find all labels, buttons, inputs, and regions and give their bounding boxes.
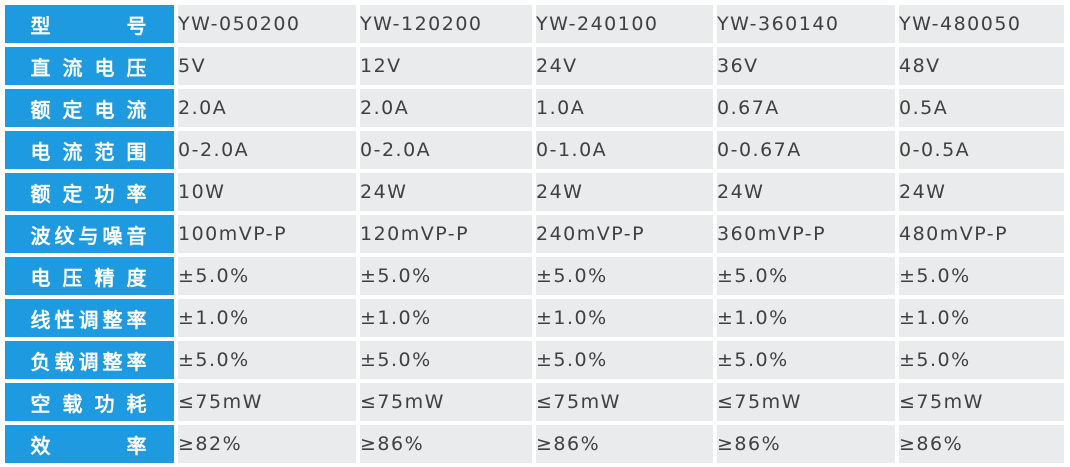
- cell-line-regulation: ±1.0%: [717, 299, 895, 337]
- cell-dc-voltage: 48V: [899, 47, 1064, 85]
- cell-efficiency: ≥86%: [536, 425, 713, 463]
- row-header-rated-power: 额定功率: [5, 173, 174, 211]
- table-row-load-regulation: 负载调整率 ±5.0% ±5.0% ±5.0% ±5.0% ±5.0%: [5, 341, 1064, 379]
- row-header-load-regulation: 负载调整率: [5, 341, 174, 379]
- cell-voltage-accuracy: ±5.0%: [360, 257, 532, 295]
- cell-rated-current: 0.67A: [717, 89, 895, 127]
- cell-line-regulation: ±1.0%: [536, 299, 713, 337]
- cell-load-regulation: ±5.0%: [536, 341, 713, 379]
- table-row-model: 型号 YW-050200 YW-120200 YW-240100 YW-3601…: [5, 5, 1064, 43]
- cell-dc-voltage: 12V: [360, 47, 532, 85]
- table-row-dc-voltage: 直流电压 5V 12V 24V 36V 48V: [5, 47, 1064, 85]
- cell-rated-current: 2.0A: [178, 89, 356, 127]
- cell-current-range: 0-2.0A: [360, 131, 532, 169]
- table-row-voltage-accuracy: 电压精度 ±5.0% ±5.0% ±5.0% ±5.0% ±5.0%: [5, 257, 1064, 295]
- cell-current-range: 0-0.67A: [717, 131, 895, 169]
- cell-rated-current: 2.0A: [360, 89, 532, 127]
- cell-load-regulation: ±5.0%: [899, 341, 1064, 379]
- cell-dc-voltage: 5V: [178, 47, 356, 85]
- cell-dc-voltage: 24V: [536, 47, 713, 85]
- cell-line-regulation: ±1.0%: [178, 299, 356, 337]
- table-row-no-load-power: 空载功耗 ≤75mW ≤75mW ≤75mW ≤75mW ≤75mW: [5, 383, 1064, 421]
- table-row-rated-power: 额定功率 10W 24W 24W 24W 24W: [5, 173, 1064, 211]
- cell-load-regulation: ±5.0%: [178, 341, 356, 379]
- cell-rated-current: 0.5A: [899, 89, 1064, 127]
- cell-no-load-power: ≤75mW: [717, 383, 895, 421]
- cell-rated-power: 24W: [899, 173, 1064, 211]
- cell-line-regulation: ±1.0%: [360, 299, 532, 337]
- cell-model: YW-480050: [899, 5, 1064, 43]
- row-header-efficiency: 效率: [5, 425, 174, 463]
- table-row-current-range: 电流范围 0-2.0A 0-2.0A 0-1.0A 0-0.67A 0-0.5A: [5, 131, 1064, 169]
- row-header-ripple-noise: 波纹与噪音: [5, 215, 174, 253]
- cell-ripple-noise: 120mVP-P: [360, 215, 532, 253]
- cell-no-load-power: ≤75mW: [536, 383, 713, 421]
- row-header-rated-current: 额定电流: [5, 89, 174, 127]
- cell-line-regulation: ±1.0%: [899, 299, 1064, 337]
- row-header-no-load-power: 空载功耗: [5, 383, 174, 421]
- cell-current-range: 0-1.0A: [536, 131, 713, 169]
- cell-no-load-power: ≤75mW: [899, 383, 1064, 421]
- cell-ripple-noise: 360mVP-P: [717, 215, 895, 253]
- cell-no-load-power: ≤75mW: [178, 383, 356, 421]
- table-row-ripple-noise: 波纹与噪音 100mVP-P 120mVP-P 240mVP-P 360mVP-…: [5, 215, 1064, 253]
- row-header-dc-voltage: 直流电压: [5, 47, 174, 85]
- cell-rated-power: 10W: [178, 173, 356, 211]
- row-header-voltage-accuracy: 电压精度: [5, 257, 174, 295]
- cell-ripple-noise: 100mVP-P: [178, 215, 356, 253]
- table-row-rated-current: 额定电流 2.0A 2.0A 1.0A 0.67A 0.5A: [5, 89, 1064, 127]
- cell-efficiency: ≥82%: [178, 425, 356, 463]
- cell-efficiency: ≥86%: [717, 425, 895, 463]
- cell-model: YW-240100: [536, 5, 713, 43]
- cell-voltage-accuracy: ±5.0%: [178, 257, 356, 295]
- cell-voltage-accuracy: ±5.0%: [899, 257, 1064, 295]
- cell-load-regulation: ±5.0%: [360, 341, 532, 379]
- row-header-line-regulation: 线性调整率: [5, 299, 174, 337]
- cell-rated-current: 1.0A: [536, 89, 713, 127]
- cell-ripple-noise: 480mVP-P: [899, 215, 1064, 253]
- cell-model: YW-050200: [178, 5, 356, 43]
- cell-efficiency: ≥86%: [899, 425, 1064, 463]
- row-header-current-range: 电流范围: [5, 131, 174, 169]
- cell-rated-power: 24W: [536, 173, 713, 211]
- cell-current-range: 0-0.5A: [899, 131, 1064, 169]
- cell-ripple-noise: 240mVP-P: [536, 215, 713, 253]
- cell-voltage-accuracy: ±5.0%: [717, 257, 895, 295]
- cell-model: YW-120200: [360, 5, 532, 43]
- cell-no-load-power: ≤75mW: [360, 383, 532, 421]
- cell-model: YW-360140: [717, 5, 895, 43]
- row-header-model: 型号: [5, 5, 174, 43]
- cell-efficiency: ≥86%: [360, 425, 532, 463]
- table-row-efficiency: 效率 ≥82% ≥86% ≥86% ≥86% ≥86%: [5, 425, 1064, 463]
- cell-load-regulation: ±5.0%: [717, 341, 895, 379]
- cell-voltage-accuracy: ±5.0%: [536, 257, 713, 295]
- cell-rated-power: 24W: [717, 173, 895, 211]
- table-row-line-regulation: 线性调整率 ±1.0% ±1.0% ±1.0% ±1.0% ±1.0%: [5, 299, 1064, 337]
- cell-dc-voltage: 36V: [717, 47, 895, 85]
- cell-current-range: 0-2.0A: [178, 131, 356, 169]
- cell-rated-power: 24W: [360, 173, 532, 211]
